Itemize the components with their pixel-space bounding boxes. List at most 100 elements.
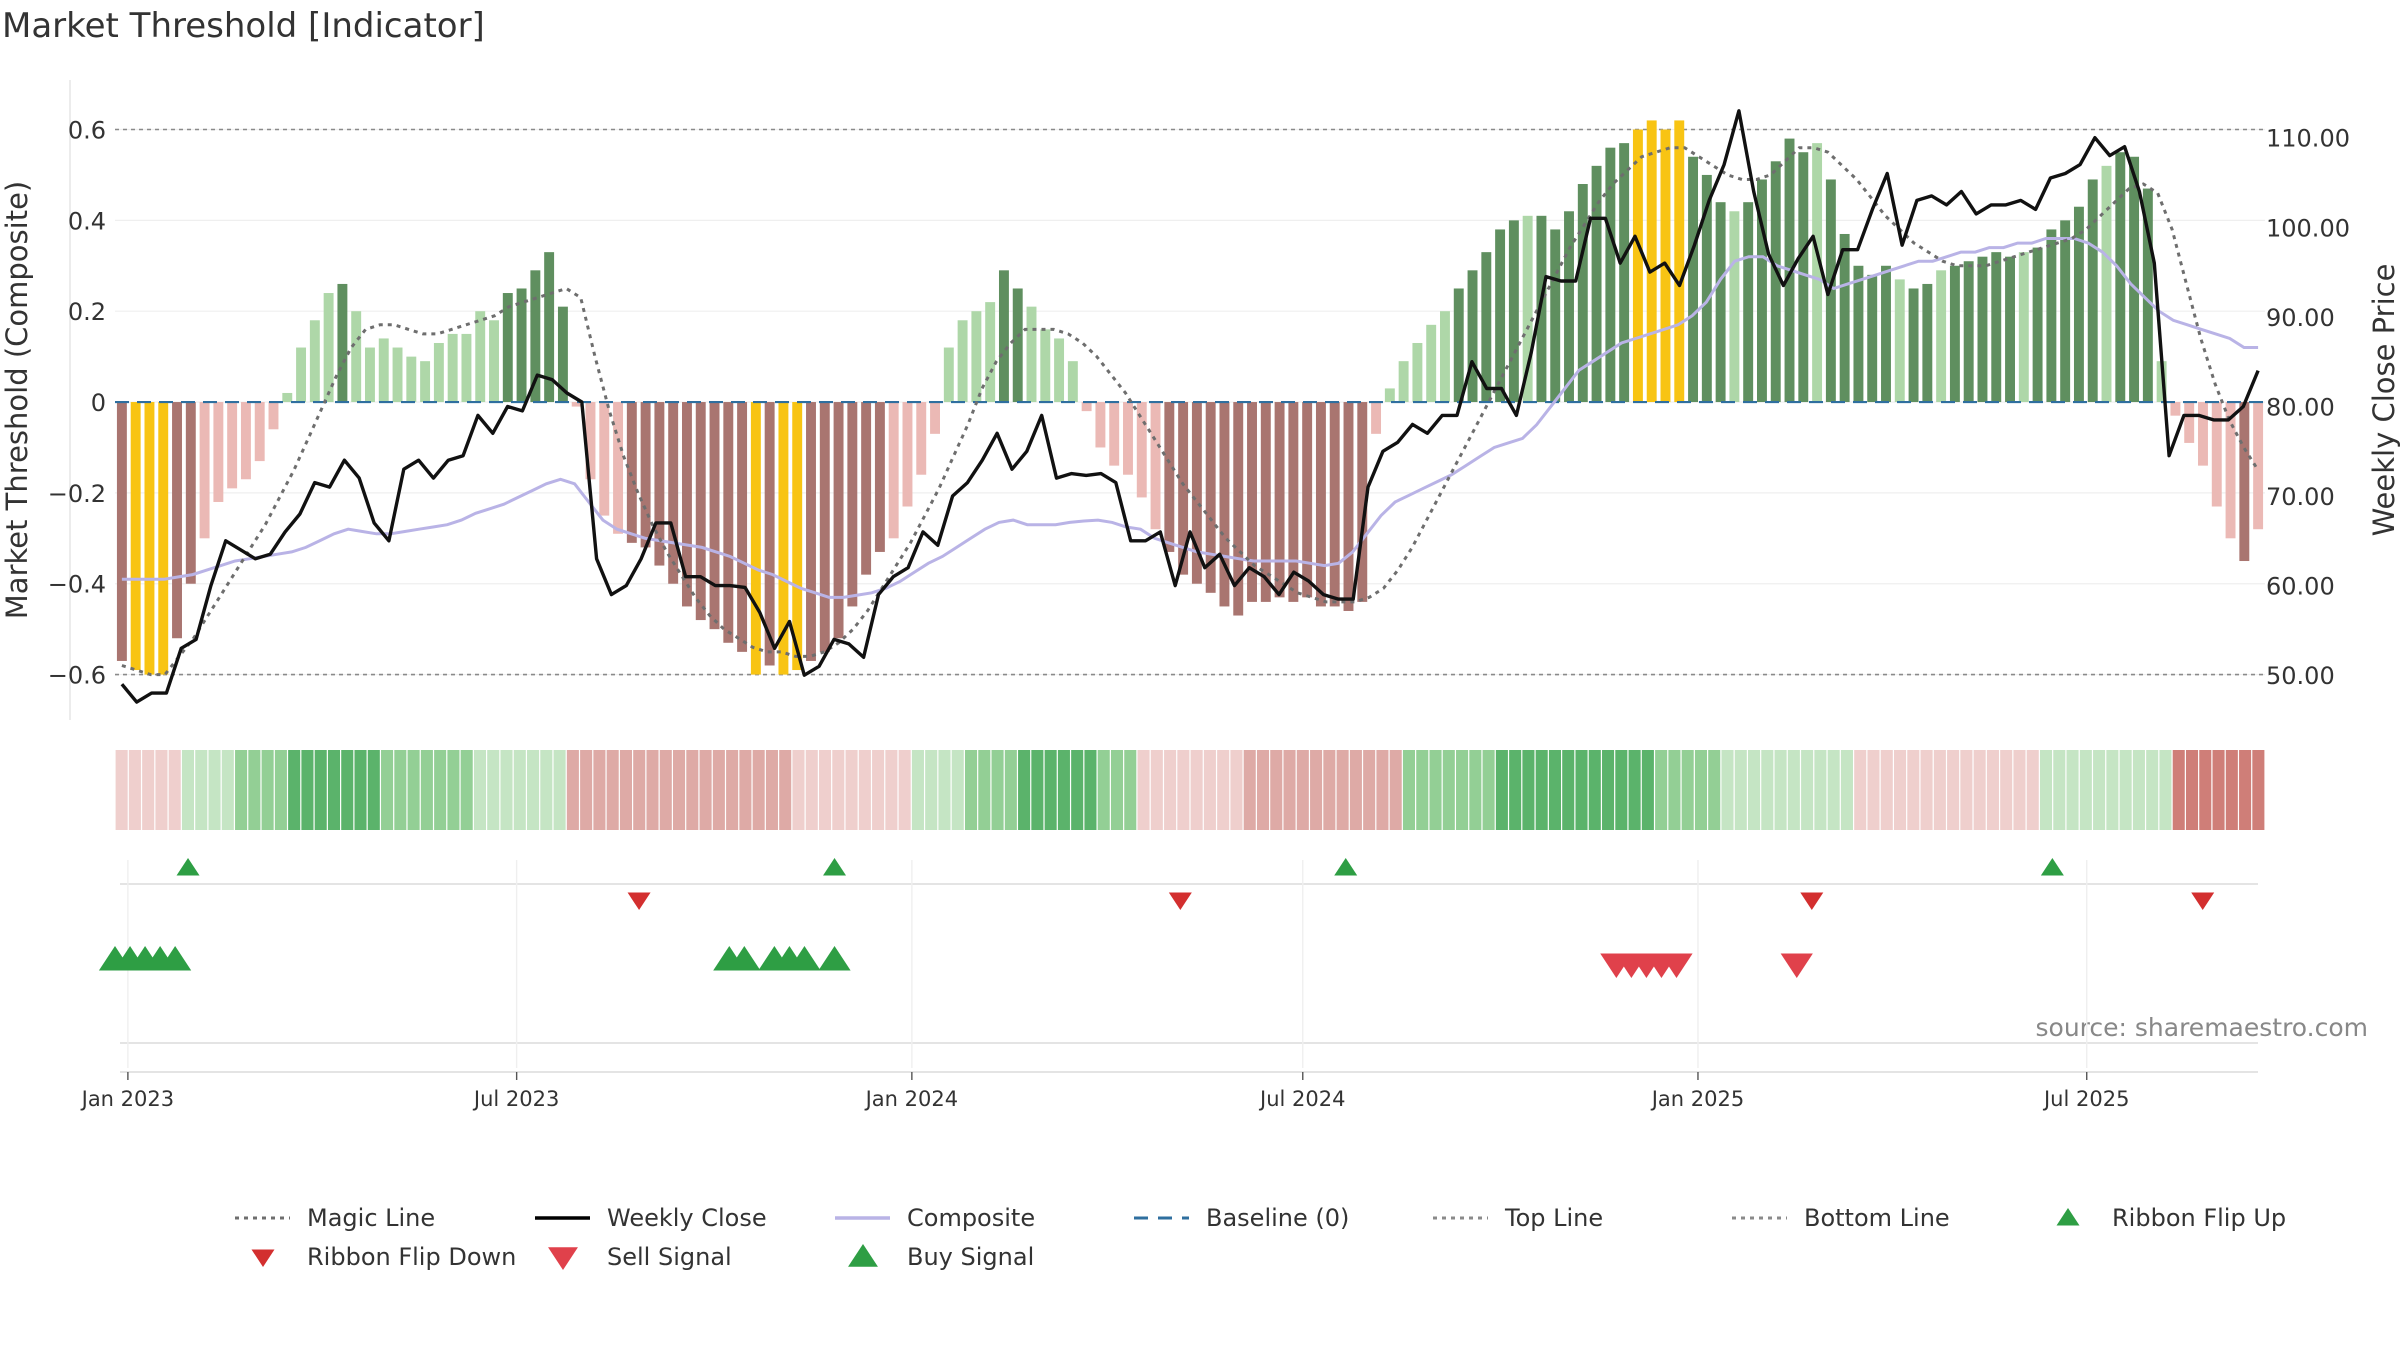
ribbon-cell [646,750,659,830]
ribbon-cell [381,750,394,830]
ribbon-cell [1708,750,1721,830]
ribbon-cell [367,750,380,830]
histogram-bar [971,311,982,403]
histogram-bar [626,402,637,543]
histogram-bar [392,347,403,403]
histogram-bar [668,402,679,584]
ribbon-cell [1588,750,1601,830]
ribbon-cell [964,750,978,830]
legend-label: Composite [907,1204,1035,1232]
histogram-bar [1495,229,1506,403]
histogram-bar [1853,265,1864,403]
histogram-bar [847,402,858,607]
ribbon-cell [1602,750,1615,830]
ribbon-cell [1734,750,1747,830]
ribbon-cell [2119,750,2132,830]
x-tick-label: Jul 2025 [2042,1087,2129,1111]
ribbon-cell [1748,750,1761,830]
ribbon-cell [832,750,845,830]
histogram-bar [1577,184,1588,403]
histogram-bar [571,402,582,407]
histogram-bar [1715,202,1726,403]
ribbon-cell [1681,750,1694,830]
y-tick-label: 0 [91,389,106,417]
histogram-bar [585,402,596,480]
ribbon-cell [1097,750,1110,830]
ribbon-cell [1389,750,1402,830]
histogram-bar [1274,402,1285,598]
ribbon-cell [752,750,765,830]
histogram-bar [378,338,389,403]
histogram-bar [1081,402,1092,412]
histogram-bar [530,270,541,403]
histogram-bar [351,311,362,403]
ribbon-cell [527,750,540,830]
histogram-bar [1839,233,1850,403]
ribbon-cell [818,750,832,830]
x-tick-label: Jan 2025 [1650,1087,1745,1111]
histogram-bar [750,402,761,675]
histogram-bar [227,402,238,489]
ribbon-cell [1721,750,1734,830]
histogram-bar [296,347,307,403]
histogram-bar [461,333,472,403]
histogram-bar [1026,306,1037,403]
histogram-bar [957,320,968,403]
histogram-bar [1384,388,1395,403]
ribbon-cell [208,750,221,830]
histogram-bar [640,402,651,548]
histogram-bar [1371,402,1382,434]
y2-tick-label: 100.00 [2266,214,2350,242]
histogram-bar [1743,202,1754,403]
ribbon-cell [765,750,778,830]
ribbon-cell [1243,750,1256,830]
ribbon-cell [434,750,447,830]
histogram-bar [599,402,610,516]
histogram-bar [792,402,803,671]
histogram-bar [282,392,293,403]
histogram-bar [1398,361,1409,403]
ribbon-cell [1349,750,1362,830]
ribbon-cell [1150,750,1163,830]
histogram-bar [1646,120,1657,403]
ribbon-cell [1562,750,1575,830]
histogram-bar [1936,270,1947,403]
x-axis-ticks: Jan 2023 Jul 2023 Jan 2024 Jul 2024 Jan 2025… [80,1072,2129,1111]
histogram-bar [695,402,706,621]
legend-label: Buy Signal [907,1243,1034,1271]
histogram-bar [1522,215,1533,403]
ribbon-cell [686,750,699,830]
x-tick-label: Jul 2023 [472,1087,559,1111]
histogram-bar [1632,129,1643,403]
ribbon-cell [181,750,195,830]
y-axis-label: Market Threshold (Composite) [0,181,34,619]
histogram-bar [1922,283,1933,403]
histogram-bar [2115,152,2126,403]
histogram-bar [1481,252,1492,403]
histogram-bar [1343,402,1354,611]
ribbon-cell [779,750,792,830]
legend-swatch [548,1247,578,1270]
histogram-bar [2225,402,2236,539]
magic-line [121,146,2260,677]
ribbon-cell [2106,750,2119,830]
ribbon-cell [2066,750,2079,830]
ribbon-cell [513,750,526,830]
y2-tick-label: 80.00 [2266,393,2335,421]
legend-label: Bottom Line [1804,1204,1950,1232]
ribbon-cell [2146,750,2159,830]
histogram-bar [1329,402,1340,607]
y2-axis-ticks: 110.00 100.00 90.00 80.00 70.00 60.00 50.00 [2266,125,2350,690]
histogram-bar [1770,161,1781,403]
ribbon-cell [712,750,725,830]
ribbon-cell [1761,750,1774,830]
histogram-bar [213,402,224,502]
y-tick-label: −0.4 [48,571,106,599]
ribbon-cell [2225,750,2238,830]
ribbon-cell [726,750,739,830]
legend-label: Ribbon Flip Up [2112,1204,2286,1232]
histogram-bar [1991,252,2002,403]
histogram-bar [998,270,1009,403]
ribbon-cell [1164,750,1177,830]
y-tick-label: −0.6 [48,662,106,690]
